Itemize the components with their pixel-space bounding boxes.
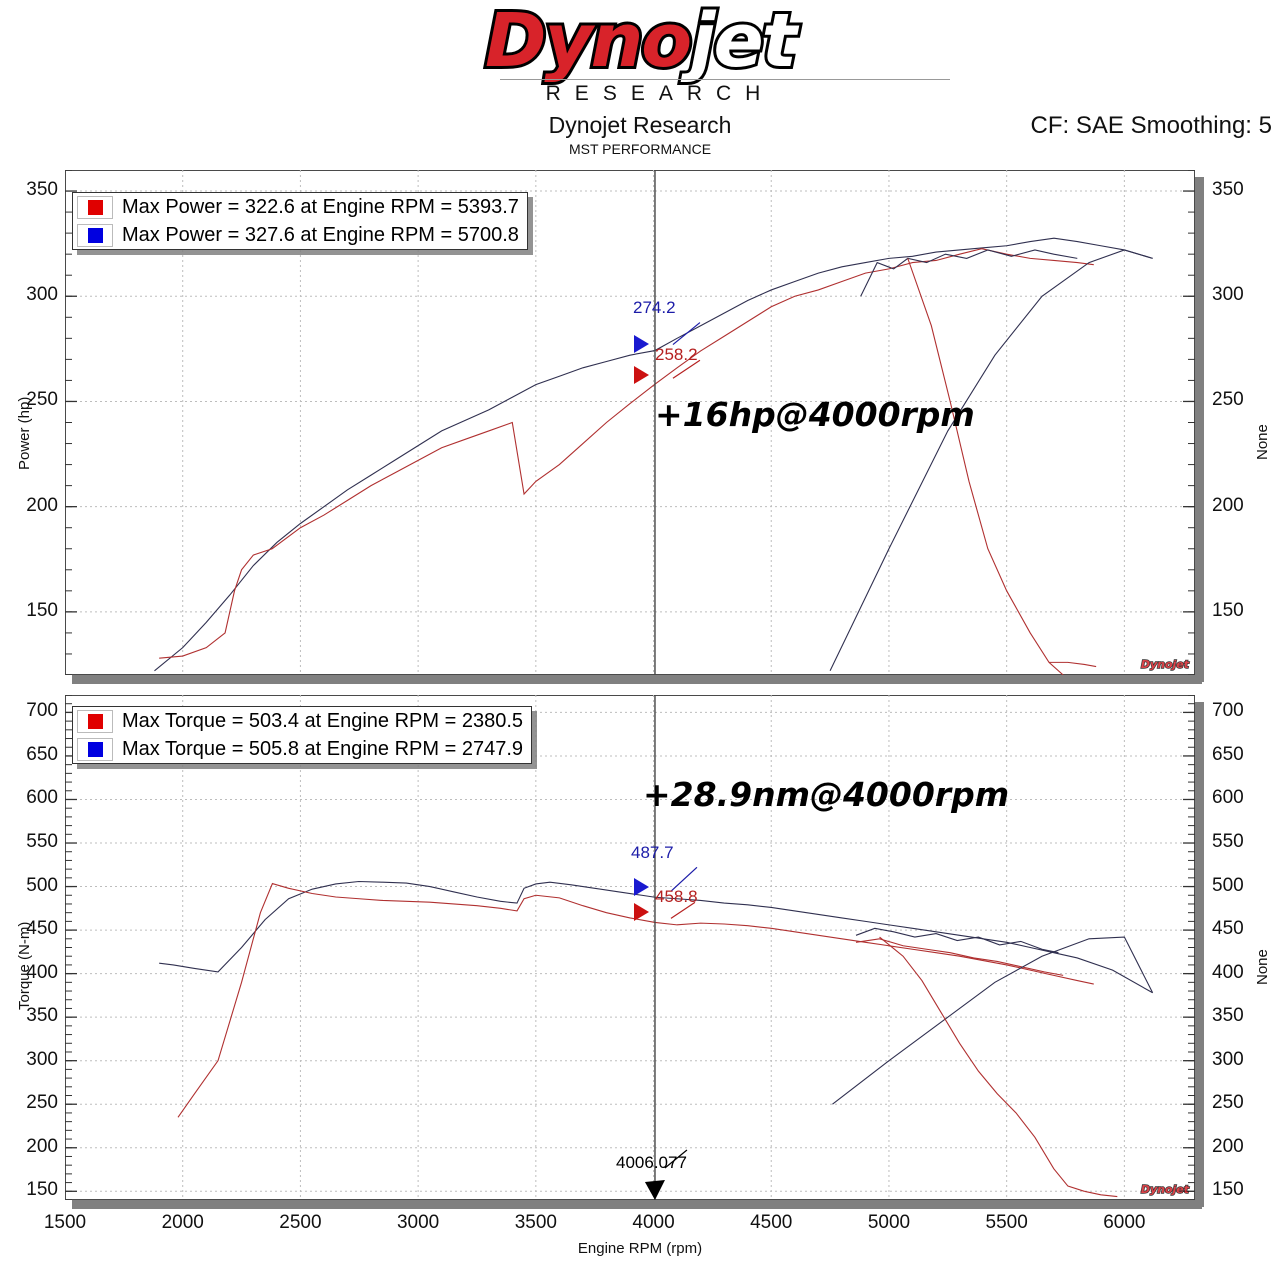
dynojet-logo-wordmark: Dynojet (330, 0, 950, 83)
logo-divider-rule (500, 79, 950, 80)
power-plot-shadow (72, 675, 1202, 684)
legend-label: Max Torque = 505.8 at Engine RPM = 2747.… (122, 737, 524, 760)
power-legend[interactable]: Max Power = 322.6 at Engine RPM = 5393.7… (72, 192, 528, 250)
x-axis-tick-label: 2500 (279, 1212, 322, 1233)
legend-item[interactable]: Max Power = 322.6 at Engine RPM = 5393.7 (73, 193, 527, 221)
legend-color-swatch (87, 713, 103, 729)
torque-legend[interactable]: Max Torque = 503.4 at Engine RPM = 2380.… (72, 706, 533, 764)
power-chart: Max Power = 322.6 at Engine RPM = 5393.7… (65, 170, 1195, 675)
axis-tick-label: 600 (26, 787, 58, 809)
torque-annotation: +28.9nm@4000rpm (643, 775, 1010, 814)
x-axis-tick-label: 4000 (632, 1212, 675, 1233)
logo-research-text: RESEARCH (545, 82, 775, 105)
axis-tick-label: 350 (26, 1005, 58, 1027)
axis-tick-label: 650 (1212, 743, 1244, 765)
axis-tick-label: 150 (1212, 1179, 1244, 1201)
axis-tick-label: 150 (26, 599, 58, 621)
legend-swatch-box (77, 709, 113, 733)
legend-swatch-box (77, 737, 113, 761)
x-axis-tick-label: 2000 (161, 1212, 204, 1233)
x-axis-tick-label: 3000 (396, 1212, 440, 1233)
axis-tick-label: 250 (1212, 1092, 1244, 1114)
axis-tick-label: 200 (26, 1135, 58, 1157)
x-axis-tick-label: 6000 (1103, 1212, 1146, 1233)
logo-dyno-text: Dyno (482, 0, 695, 84)
axis-tick-label: 300 (1212, 284, 1244, 306)
axis-tick-label: 300 (26, 284, 58, 306)
x-axis-tick-label: 4500 (750, 1212, 793, 1233)
page-subtitle: MST PERFORMANCE (568, 141, 712, 157)
axis-tick-label: 300 (1212, 1048, 1244, 1070)
power-red-marker-icon (634, 366, 649, 384)
x-axis-tick-label: 5000 (867, 1212, 911, 1233)
cursor-rpm-label: 4006.077 (616, 1153, 687, 1172)
power-red-cursor-value: 258.2 (655, 345, 698, 364)
legend-label: Max Power = 322.6 at Engine RPM = 5393.7 (122, 195, 519, 218)
legend-label: Max Torque = 503.4 at Engine RPM = 2380.… (122, 709, 524, 732)
dynojet-logo: Dynojet RESEARCH (330, 0, 950, 107)
torque-plot-canvas (65, 695, 1195, 1200)
axis-tick-label: 650 (26, 743, 58, 765)
axis-tick-label: 700 (26, 700, 58, 722)
power-blue-cursor-value: 274.2 (633, 298, 676, 317)
axis-tick-label: 500 (26, 874, 58, 896)
legend-item[interactable]: Max Torque = 505.8 at Engine RPM = 2747.… (73, 735, 531, 763)
legend-item[interactable]: Max Torque = 503.4 at Engine RPM = 2380.… (73, 707, 531, 735)
page-title: Dynojet Research (548, 112, 732, 138)
torque-blue-cursor-value: 487.7 (631, 843, 674, 862)
axis-tick-label: 400 (26, 961, 58, 983)
axis-tick-label: 300 (26, 1048, 58, 1070)
legend-color-swatch (87, 741, 103, 757)
logo-jet-text: jet (687, 0, 800, 84)
axis-tick-label: 200 (1212, 494, 1244, 516)
axis-tick-label: 200 (26, 494, 58, 516)
axis-tick-label: 450 (1212, 918, 1244, 940)
power-annotation: +16hp@4000rpm (655, 395, 975, 434)
axis-tick-label: 250 (26, 1092, 58, 1114)
legend-swatch-box (77, 195, 113, 219)
axis-tick-label: 550 (26, 831, 58, 853)
legend-label: Max Power = 327.6 at Engine RPM = 5700.8 (122, 223, 519, 246)
x-axis-title: Engine RPM (rpm) (577, 1240, 703, 1257)
axis-tick-label: 550 (1212, 831, 1244, 853)
axis-tick-label: 600 (1212, 787, 1244, 809)
legend-color-swatch (87, 227, 103, 243)
x-axis-tick-label: 1500 (43, 1212, 87, 1233)
torque-plot-shadow-right (1195, 702, 1204, 1207)
legend-color-swatch (87, 199, 103, 215)
legend-swatch-box (77, 223, 113, 247)
page-header: Dynojet RESEARCH Dynojet Research MST PE… (0, 0, 1280, 160)
power-dynojet-watermark: Dynojet (1140, 657, 1190, 671)
axis-tick-label: 350 (1212, 1005, 1244, 1027)
axis-tick-label: 450 (26, 918, 58, 940)
axis-tick-label: 500 (1212, 874, 1244, 896)
axis-tick-label: 150 (1212, 599, 1244, 621)
x-axis-tick-label: 3500 (514, 1212, 557, 1233)
x-axis-tick-label: 5500 (985, 1212, 1028, 1233)
axis-tick-label: 350 (26, 179, 58, 201)
axis-tick-label: 400 (1212, 961, 1244, 983)
correction-factor-note: CF: SAE Smoothing: 5 (1030, 112, 1272, 139)
torque-blue-marker-icon (634, 878, 649, 896)
torque-red-cursor-value: 458.8 (655, 887, 698, 906)
axis-tick-label: 350 (1212, 179, 1244, 201)
axis-tick-label: 200 (1212, 1135, 1244, 1157)
axis-tick-label: 250 (26, 389, 58, 411)
torque-chart: Max Torque = 503.4 at Engine RPM = 2380.… (65, 695, 1195, 1200)
axis-tick-label: 150 (26, 1179, 58, 1201)
axis-tick-label: 700 (1212, 700, 1244, 722)
legend-item[interactable]: Max Power = 327.6 at Engine RPM = 5700.8 (73, 221, 527, 249)
axis-tick-label: 250 (1212, 389, 1244, 411)
torque-dynojet-watermark: Dynojet (1140, 1182, 1190, 1196)
torque-red-marker-icon (634, 903, 649, 921)
power-plot-shadow-right (1195, 177, 1204, 682)
power-blue-marker-icon (634, 335, 649, 353)
torque-plot-shadow (72, 1200, 1202, 1209)
power-right-axis-title: None (1254, 424, 1271, 460)
